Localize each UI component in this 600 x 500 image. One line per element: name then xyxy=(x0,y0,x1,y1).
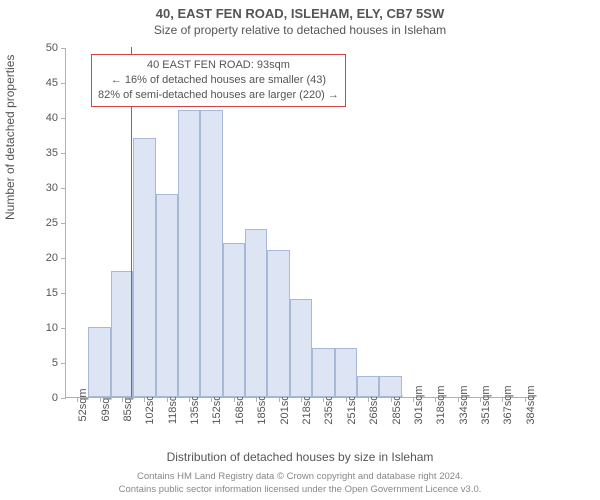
histogram-bar xyxy=(335,348,357,397)
y-tick-label: 0 xyxy=(52,392,58,404)
histogram-bar xyxy=(200,110,222,397)
footer-line-1: Contains HM Land Registry data © Crown c… xyxy=(0,471,600,483)
y-tick xyxy=(61,223,66,224)
x-tick-label: 367sqm xyxy=(502,385,514,424)
histogram-bar xyxy=(133,138,155,397)
annotation-line: 82% of semi-detached houses are larger (… xyxy=(98,88,339,103)
y-tick xyxy=(61,398,66,399)
histogram-chart: 0510152025303540455052sqm69sqm85sqm102sq… xyxy=(65,48,535,398)
histogram-bar xyxy=(357,376,379,397)
y-tick xyxy=(61,293,66,294)
y-tick-label: 45 xyxy=(46,77,58,89)
y-axis-label: Number of detached properties xyxy=(3,55,17,220)
y-tick xyxy=(61,328,66,329)
y-tick-label: 10 xyxy=(46,322,58,334)
y-tick xyxy=(61,153,66,154)
y-tick-label: 5 xyxy=(52,357,58,369)
footer-line-2: Contains public sector information licen… xyxy=(0,484,600,496)
y-tick xyxy=(61,258,66,259)
annotation-line: ← 16% of detached houses are smaller (43… xyxy=(98,73,339,88)
footer: Contains HM Land Registry data © Crown c… xyxy=(0,471,600,496)
x-tick-label: 351sqm xyxy=(480,385,492,424)
y-tick-label: 40 xyxy=(46,112,58,124)
y-tick-label: 50 xyxy=(46,42,58,54)
histogram-bar xyxy=(267,250,289,397)
y-tick xyxy=(61,48,66,49)
y-tick-label: 35 xyxy=(46,147,58,159)
y-tick-label: 15 xyxy=(46,287,58,299)
plot-area: 0510152025303540455052sqm69sqm85sqm102sq… xyxy=(65,48,535,398)
y-tick xyxy=(61,83,66,84)
histogram-bar xyxy=(88,327,110,397)
x-tick-label: 52sqm xyxy=(77,388,89,421)
histogram-bar xyxy=(223,243,245,397)
annotation-box: 40 EAST FEN ROAD: 93sqm← 16% of detached… xyxy=(91,54,346,107)
page-title: 40, EAST FEN ROAD, ISLEHAM, ELY, CB7 5SW xyxy=(0,0,600,21)
y-tick xyxy=(61,118,66,119)
histogram-bar xyxy=(312,348,334,397)
x-tick-label: 334sqm xyxy=(458,385,470,424)
y-tick-label: 20 xyxy=(46,252,58,264)
histogram-bar xyxy=(178,110,200,397)
page-subtitle: Size of property relative to detached ho… xyxy=(0,21,600,37)
y-tick xyxy=(61,363,66,364)
x-tick-label: 301sqm xyxy=(413,385,425,424)
x-axis-label: Distribution of detached houses by size … xyxy=(0,450,600,464)
y-tick-label: 25 xyxy=(46,217,58,229)
y-tick xyxy=(61,188,66,189)
histogram-bar xyxy=(379,376,401,397)
y-tick-label: 30 xyxy=(46,182,58,194)
histogram-bar xyxy=(111,271,133,397)
annotation-line: 40 EAST FEN ROAD: 93sqm xyxy=(98,58,339,73)
histogram-bar xyxy=(245,229,267,397)
histogram-bar xyxy=(290,299,312,397)
x-tick-label: 318sqm xyxy=(435,385,447,424)
histogram-bar xyxy=(156,194,178,397)
x-tick-label: 384sqm xyxy=(525,385,537,424)
